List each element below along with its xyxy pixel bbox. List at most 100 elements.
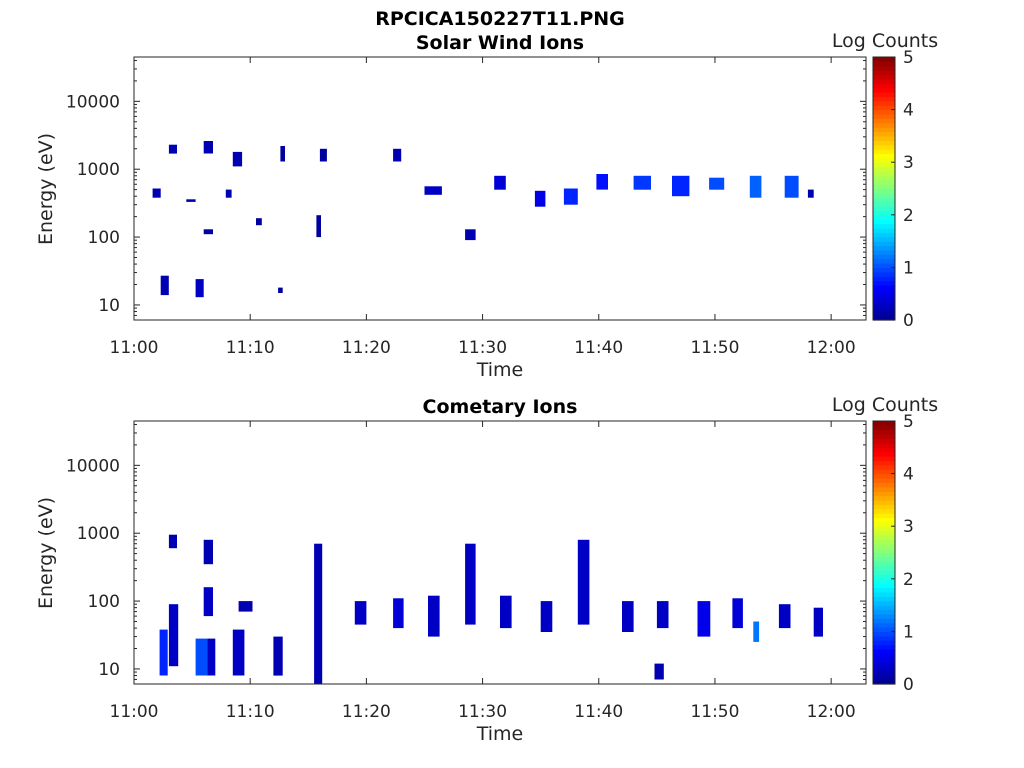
colorbar: 0 1 2 3 4 5 bbox=[872, 412, 914, 695]
x-tick-label: 11:40 bbox=[574, 338, 623, 358]
colorbar-segment bbox=[873, 201, 895, 207]
colorbar-segment bbox=[873, 157, 895, 163]
colorbar-segment bbox=[873, 521, 895, 527]
colorbar-segment bbox=[873, 578, 895, 584]
data-cell bbox=[152, 188, 161, 198]
y-tick-label: 1000 bbox=[77, 524, 120, 544]
data-cell bbox=[428, 595, 440, 637]
colorbar-segment bbox=[873, 482, 895, 488]
data-cell bbox=[273, 636, 283, 676]
colorbar-segment bbox=[873, 429, 895, 435]
colorbar-segment bbox=[873, 293, 895, 299]
data-cell bbox=[596, 174, 608, 190]
colorbar-segment bbox=[873, 627, 895, 632]
colorbar-segment bbox=[873, 513, 895, 519]
colorbar-segment bbox=[873, 618, 895, 624]
colorbar-segment bbox=[873, 447, 895, 453]
y-axis-label: Energy (eV) bbox=[35, 497, 57, 609]
colorbar-segment bbox=[873, 657, 895, 663]
data-cell bbox=[494, 175, 506, 190]
colorbar-segment bbox=[873, 96, 895, 102]
colorbar-segment bbox=[873, 587, 895, 593]
colorbar-frame bbox=[872, 420, 896, 685]
colorbar-segment bbox=[873, 78, 895, 84]
colorbar-segment bbox=[873, 298, 895, 304]
colorbar-segment bbox=[873, 105, 895, 111]
colorbar-segment bbox=[873, 464, 895, 470]
colorbar-segment bbox=[873, 675, 895, 681]
colorbar-segment bbox=[873, 670, 895, 676]
colorbar-segment bbox=[873, 241, 895, 247]
data-cell bbox=[697, 601, 711, 637]
colorbar-segment bbox=[873, 249, 895, 255]
colorbar-segment bbox=[873, 206, 895, 212]
data-cell bbox=[195, 638, 208, 676]
colorbar-segment bbox=[873, 662, 895, 668]
data-cell bbox=[749, 175, 762, 198]
colorbar-segment bbox=[873, 192, 895, 198]
colorbar-segment bbox=[873, 442, 895, 448]
data-cell bbox=[160, 275, 169, 296]
colorbar-frame bbox=[872, 56, 896, 321]
colorbar-segment bbox=[873, 438, 895, 444]
panel-cometary-ions: Cometary Ions Time Energy (eV) Log Count… bbox=[35, 394, 938, 745]
colorbar-segment bbox=[873, 280, 895, 286]
data-cell bbox=[622, 601, 634, 632]
colorbar-segment bbox=[873, 118, 895, 124]
x-tick-label: 11:20 bbox=[342, 338, 391, 358]
data-cell bbox=[633, 175, 651, 190]
data-cell bbox=[232, 151, 243, 167]
colorbar-label: Log Counts bbox=[832, 394, 938, 416]
data-cell bbox=[232, 629, 245, 676]
data-cell bbox=[672, 175, 690, 197]
colorbar-segment bbox=[873, 162, 895, 168]
data-cell bbox=[203, 587, 213, 617]
plot-frame bbox=[133, 56, 867, 321]
colorbar-tick-label: 2 bbox=[903, 206, 914, 226]
panel-title: Solar Wind Ions bbox=[416, 32, 584, 54]
y-tick-label: 100 bbox=[88, 592, 120, 612]
colorbar-segment bbox=[873, 232, 895, 238]
y-tick-label: 100 bbox=[88, 228, 120, 248]
data-cell bbox=[203, 539, 213, 565]
colorbar-segment bbox=[873, 65, 895, 71]
colorbar-segment bbox=[873, 289, 895, 295]
axes: 11:00 11:10 11:20 11:30 11:40 11:50 12:00 10 100… bbox=[66, 56, 867, 358]
colorbar-segment bbox=[873, 530, 895, 536]
data-cell bbox=[319, 148, 327, 162]
data-cell bbox=[577, 539, 590, 625]
data-cell bbox=[168, 144, 177, 154]
data-cell bbox=[186, 199, 196, 202]
axes: 11:00 11:10 11:20 11:30 11:40 11:50 12:00 10 100… bbox=[66, 420, 867, 722]
colorbar-segment bbox=[873, 61, 895, 67]
colorbar-segment bbox=[873, 92, 895, 98]
data-cell bbox=[354, 601, 367, 625]
colorbar-segment bbox=[873, 153, 895, 159]
colorbar-segment bbox=[873, 473, 895, 479]
colorbar-tick-label: 2 bbox=[903, 570, 914, 590]
y-tick-label: 10000 bbox=[66, 92, 120, 112]
colorbar-segment bbox=[873, 236, 895, 242]
colorbar-segment bbox=[873, 100, 895, 106]
data-cell bbox=[316, 215, 321, 238]
colorbar-segment bbox=[873, 561, 895, 567]
data-cell bbox=[778, 604, 791, 629]
colorbar-segment bbox=[873, 302, 895, 308]
data-cell bbox=[709, 177, 725, 190]
colorbar-segment bbox=[873, 175, 895, 181]
colorbar-segment bbox=[873, 570, 895, 576]
x-tick-label: 11:30 bbox=[458, 702, 507, 722]
colorbar-segment bbox=[873, 534, 895, 540]
colorbar-segment bbox=[873, 666, 895, 672]
y-tick-label: 10 bbox=[98, 296, 120, 316]
data-cell bbox=[540, 601, 553, 632]
colorbar-segment bbox=[873, 451, 895, 457]
colorbar-segment bbox=[873, 622, 895, 628]
x-tick-label: 11:20 bbox=[342, 702, 391, 722]
colorbar-segment bbox=[873, 491, 895, 497]
colorbar-segment bbox=[873, 526, 895, 532]
data-cell bbox=[280, 146, 285, 162]
colorbar-tick-label: 0 bbox=[903, 311, 914, 331]
y-tick-label: 1000 bbox=[77, 160, 120, 180]
